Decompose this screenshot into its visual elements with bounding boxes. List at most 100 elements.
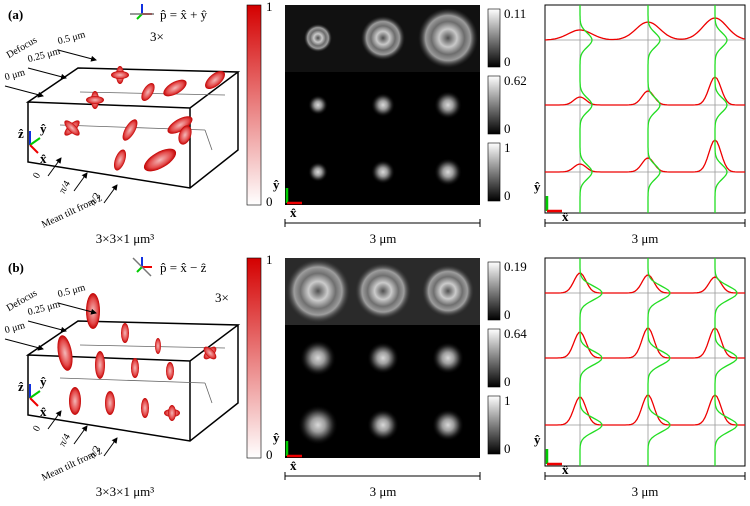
dipole-glyph: [143, 148, 177, 172]
dipole-glyph: [141, 398, 149, 418]
dipole-glyph: [122, 119, 138, 141]
image-colorbar-tick: 0.11: [504, 6, 526, 21]
polarization: p̂ = x̂ − ẑ: [160, 260, 207, 275]
profile-x: [545, 76, 745, 106]
axis-label: ŷ: [40, 121, 47, 136]
axis-label: ẑ: [18, 379, 24, 394]
scale-bar: [284, 219, 481, 227]
axis: [29, 137, 41, 146]
psf-spot: [432, 342, 464, 374]
dipole-glyph: [111, 71, 129, 79]
tilt-value: 0: [31, 424, 43, 434]
psf-spot: [432, 409, 464, 441]
profile-x: [545, 394, 745, 426]
image-colorbar-tick: 0.19: [504, 259, 527, 274]
axis-label: ŷ: [534, 179, 541, 194]
dipole-glyph: [155, 338, 161, 354]
axis: [136, 13, 143, 20]
polarization-icon: [130, 4, 154, 20]
magnification: 3×: [215, 290, 229, 305]
tilt-arrow: [47, 410, 62, 430]
axis: [29, 144, 39, 154]
dipole-glyph: [131, 358, 139, 378]
dipole-glyph: [95, 351, 105, 379]
defocus-arrow: [57, 302, 97, 315]
dipole-glyph: [178, 125, 192, 145]
defocus-level: 0.25 μm: [27, 46, 62, 65]
axis-label: x̂: [290, 205, 297, 220]
tilt-title: Mean tilt from ẑ: [40, 193, 104, 231]
axis-label: x̂: [562, 209, 569, 224]
defocus-level: 0 μm: [4, 67, 27, 83]
panel: (b) p̂ = x̂ − ẑ3×Defocus 0.5 μm0.25 μm0 μm…: [4, 252, 746, 499]
image-colorbar-tick: 0: [504, 54, 511, 69]
psf-spot: [308, 95, 328, 115]
tilt-arrow: [47, 157, 62, 177]
colorbar-tick: 0: [266, 194, 273, 209]
image-colorbar-tick: 0: [504, 188, 511, 203]
scale-label: 3 μm: [632, 484, 659, 499]
image-colorbar: [487, 142, 501, 202]
psf-spot: [355, 263, 411, 319]
dipole-glyph: [113, 149, 127, 171]
psf-spot: [304, 24, 332, 52]
image-colorbar: [487, 328, 501, 388]
image-colorbar-tick: 0: [504, 441, 511, 456]
psf-spot: [298, 405, 338, 445]
axis-label: x̂: [40, 404, 47, 419]
axis-triad: [29, 131, 41, 154]
dipole-glyph: [203, 346, 217, 360]
dipole-glyph: [163, 79, 187, 97]
psf-spot: [367, 409, 399, 441]
panel-label: (b): [8, 260, 24, 275]
image-colorbar: [487, 75, 501, 135]
profile-x: [544, 17, 746, 41]
psf-spot: [361, 16, 405, 60]
volume-size: 3×3×1 μm³: [96, 231, 154, 246]
psf-spot: [371, 160, 395, 184]
psf-spot: [300, 340, 336, 376]
image-colorbar-tick: 0.64: [504, 326, 527, 341]
defocus-level: 0.5 μm: [57, 29, 87, 47]
dipole-glyph: [205, 71, 225, 89]
colorbar-tick: 1: [266, 252, 273, 267]
axis-label: x̂: [40, 151, 47, 166]
panel: (a) p̂ = x̂ + ŷ3×Defocus 0.5 μm0.25 μm0 μm…: [4, 0, 746, 246]
image-colorbar-tick: 1: [504, 393, 511, 408]
colorbar-tick: 0: [266, 447, 273, 462]
image-colorbar-tick: 1: [504, 140, 511, 155]
tilt-value: π/4: [57, 179, 73, 196]
axis: [29, 390, 41, 399]
axis-label: ŷ: [273, 177, 280, 192]
psf-spot: [286, 259, 350, 323]
profile-x: [545, 272, 745, 294]
psf-spot: [434, 158, 462, 186]
scale-bar: [284, 472, 481, 480]
psf-spot: [418, 8, 478, 68]
image-colorbar: [487, 8, 501, 68]
scale-bar: [544, 219, 746, 227]
inner-plane: [59, 344, 226, 404]
scale-label: 3 μm: [632, 231, 659, 246]
profile-frame: [544, 257, 746, 467]
dipole-glyph: [64, 120, 80, 136]
defocus-level: 0.5 μm: [57, 282, 87, 300]
tilt-arrow: [73, 172, 88, 192]
volume-size: 3×3×1 μm³: [96, 484, 154, 499]
scale-label: 3 μm: [370, 484, 397, 499]
defocus-level: 0.25 μm: [27, 299, 62, 318]
profile-y: [714, 258, 738, 466]
tilt-title: Mean tilt from ẑ: [40, 446, 104, 484]
tilt-value: 0: [31, 171, 43, 181]
defocus-arrow: [27, 320, 67, 333]
image-colorbar-tick: 0: [504, 374, 511, 389]
profile-y: [579, 258, 603, 466]
dipole-glyph: [141, 82, 155, 102]
dipole-glyph: [168, 405, 176, 421]
tilt-value: π/4: [57, 432, 73, 449]
tilt-arrow: [73, 425, 88, 445]
image-colorbar-tick: 0.62: [504, 73, 527, 88]
dipole-glyph: [105, 391, 115, 415]
axis-label: ŷ: [273, 430, 280, 445]
